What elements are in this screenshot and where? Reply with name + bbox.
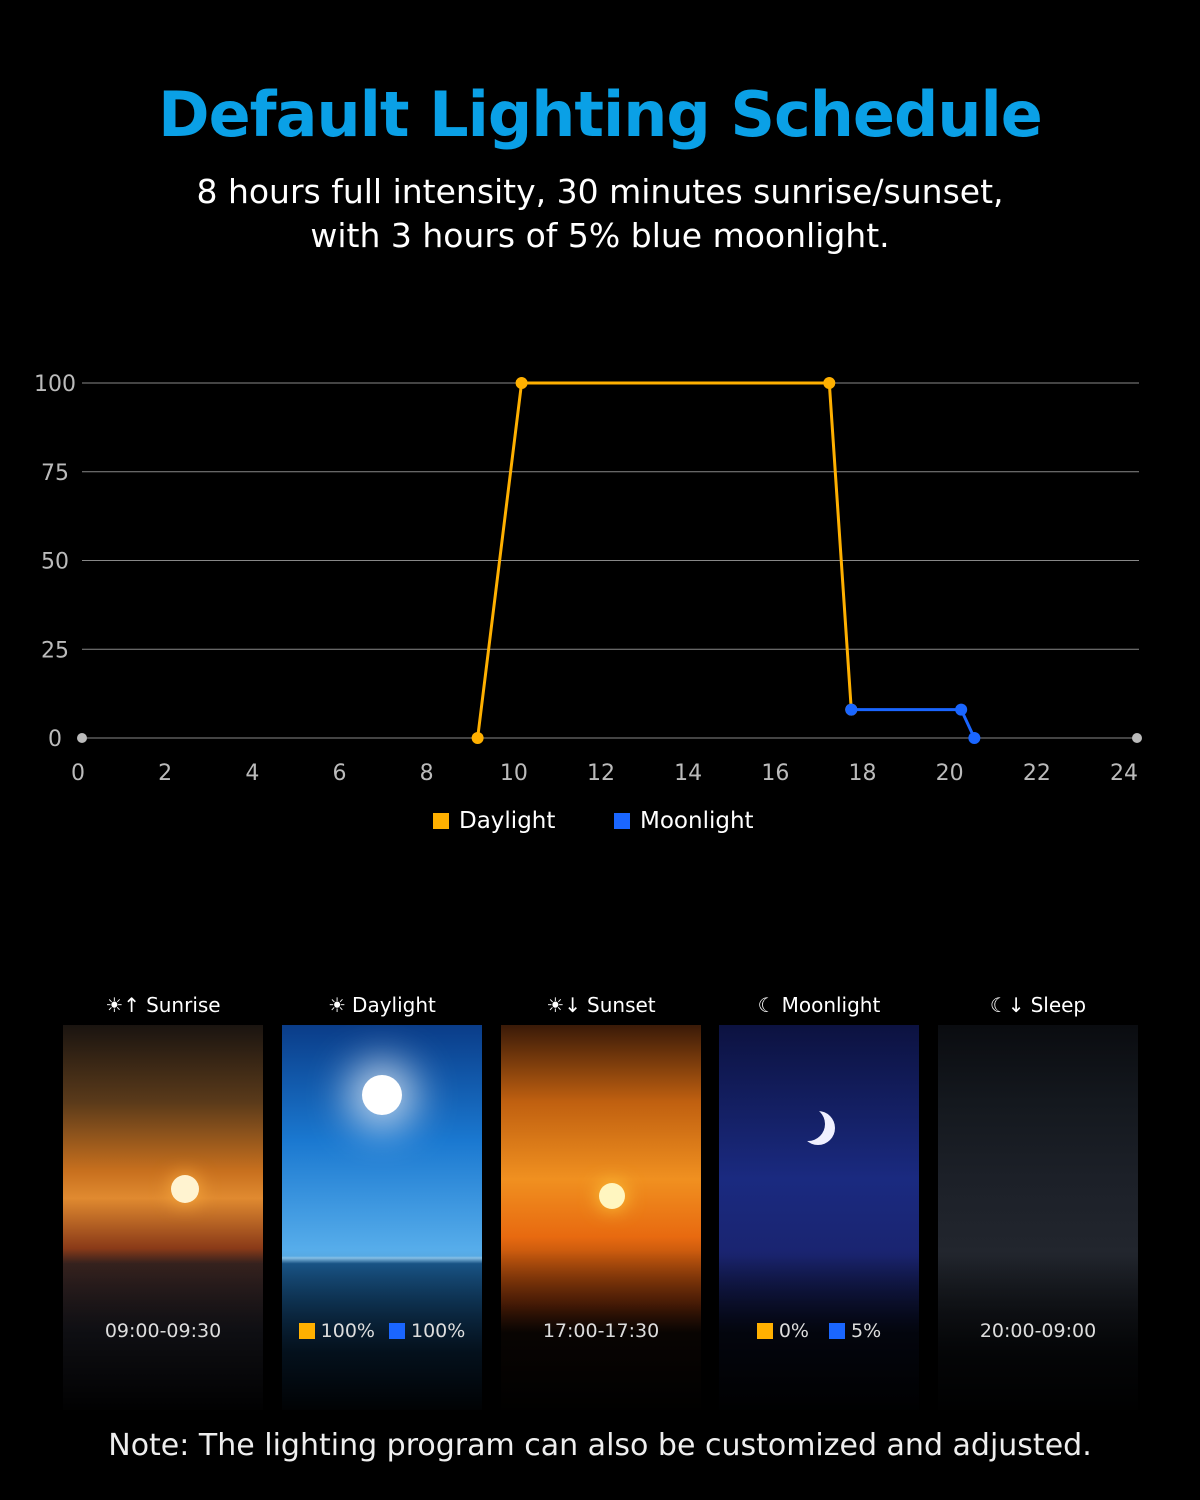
x-tick-label: 18	[849, 761, 877, 786]
x-tick-label: 24	[1110, 761, 1138, 786]
moonlight-image: 0% 5%	[719, 1025, 919, 1410]
baseline-point	[77, 733, 87, 743]
x-tick-label: 2	[158, 761, 172, 786]
label: Daylight	[352, 993, 436, 1017]
series-line-daylight	[476, 381, 853, 739]
sunrise-time: 09:00-09:30	[104, 1320, 222, 1342]
daylight-value: 100%	[320, 1320, 375, 1342]
moon-icon: ☾	[757, 993, 776, 1017]
card-label-sunset: ☀↓ Sunset	[501, 993, 701, 1017]
moonlight-value: 100%	[411, 1320, 466, 1342]
sunset-icon: ☀↓	[546, 993, 582, 1017]
x-tick-label: 8	[420, 761, 434, 786]
moonlight-swatch	[829, 1323, 845, 1339]
card-label-daylight: ☀ Daylight	[282, 993, 482, 1017]
x-tick-label: 12	[587, 761, 615, 786]
legend-label: Moonlight	[640, 808, 754, 834]
sunrise-icon: ☀↑	[105, 993, 141, 1017]
x-tick-label: 14	[674, 761, 702, 786]
data-point-daylight	[823, 377, 836, 389]
x-tick-label: 4	[245, 761, 259, 786]
x-tick-label: 6	[333, 761, 347, 786]
card-label-sunrise: ☀↑ Sunrise	[63, 993, 263, 1017]
legend-label: Daylight	[459, 808, 556, 834]
baseline-point	[1132, 733, 1142, 743]
daylight-image: 100% 100%	[282, 1025, 482, 1410]
card-label-sleep: ☾↓ Sleep	[938, 993, 1138, 1017]
x-tick-label: 0	[71, 761, 85, 786]
data-point-daylight	[471, 732, 484, 744]
label: Sunrise	[146, 993, 221, 1017]
subtitle-line-1: 8 hours full intensity, 30 minutes sunri…	[196, 172, 1004, 211]
moonlight-values: 0% 5%	[719, 1320, 919, 1342]
card-label-moonlight: ☾ Moonlight	[719, 993, 919, 1017]
x-tick-label: 16	[761, 761, 789, 786]
y-tick-label: 50	[41, 550, 69, 575]
label: Moonlight	[781, 993, 881, 1017]
data-point-moonlight	[968, 732, 981, 744]
legend-daylight: Daylight	[433, 808, 555, 834]
daylight-value: 0%	[778, 1320, 809, 1342]
subtitle-line-2: with 3 hours of 5% blue moonlight.	[310, 216, 890, 255]
daylight-swatch	[298, 1323, 315, 1339]
x-tick-label: 22	[1023, 761, 1051, 786]
legend-moonlight: Moonlight	[614, 808, 754, 834]
x-tick-label: 20	[936, 761, 964, 786]
chart-title: Default Lighting Schedule	[158, 78, 1043, 151]
x-tick-label: 10	[500, 761, 528, 786]
label: Sleep	[1030, 993, 1087, 1017]
sleep-icon: ☾↓	[989, 993, 1025, 1017]
legend-swatch-daylight	[433, 813, 449, 829]
sleep-image: 20:00-09:00	[938, 1025, 1138, 1410]
moonlight-value: 5%	[851, 1320, 882, 1342]
legend-swatch-moonlight	[614, 813, 630, 829]
sunrise-image: 09:00-09:30	[63, 1025, 263, 1410]
y-tick-label: 75	[41, 461, 69, 486]
moonlight-swatch	[389, 1323, 405, 1339]
y-tick-label: 100	[34, 372, 76, 397]
data-point-moonlight	[955, 703, 968, 716]
y-tick-label: 25	[41, 638, 69, 663]
data-point-daylight	[515, 377, 528, 389]
sunset-time: 17:00-17:30	[542, 1320, 660, 1342]
sun-icon: ☀	[328, 993, 347, 1017]
footnote: Note: The lighting program can also be c…	[108, 1428, 1092, 1463]
label: Sunset	[587, 993, 656, 1017]
y-tick-label: 0	[48, 727, 62, 752]
sleep-time: 20:00-09:00	[979, 1320, 1097, 1342]
data-point-moonlight	[845, 703, 858, 716]
series-line-moonlight	[851, 708, 976, 739]
daylight-values: 100% 100%	[282, 1320, 482, 1342]
daylight-swatch	[756, 1323, 773, 1339]
sunset-image: 17:00-17:30	[501, 1025, 701, 1410]
